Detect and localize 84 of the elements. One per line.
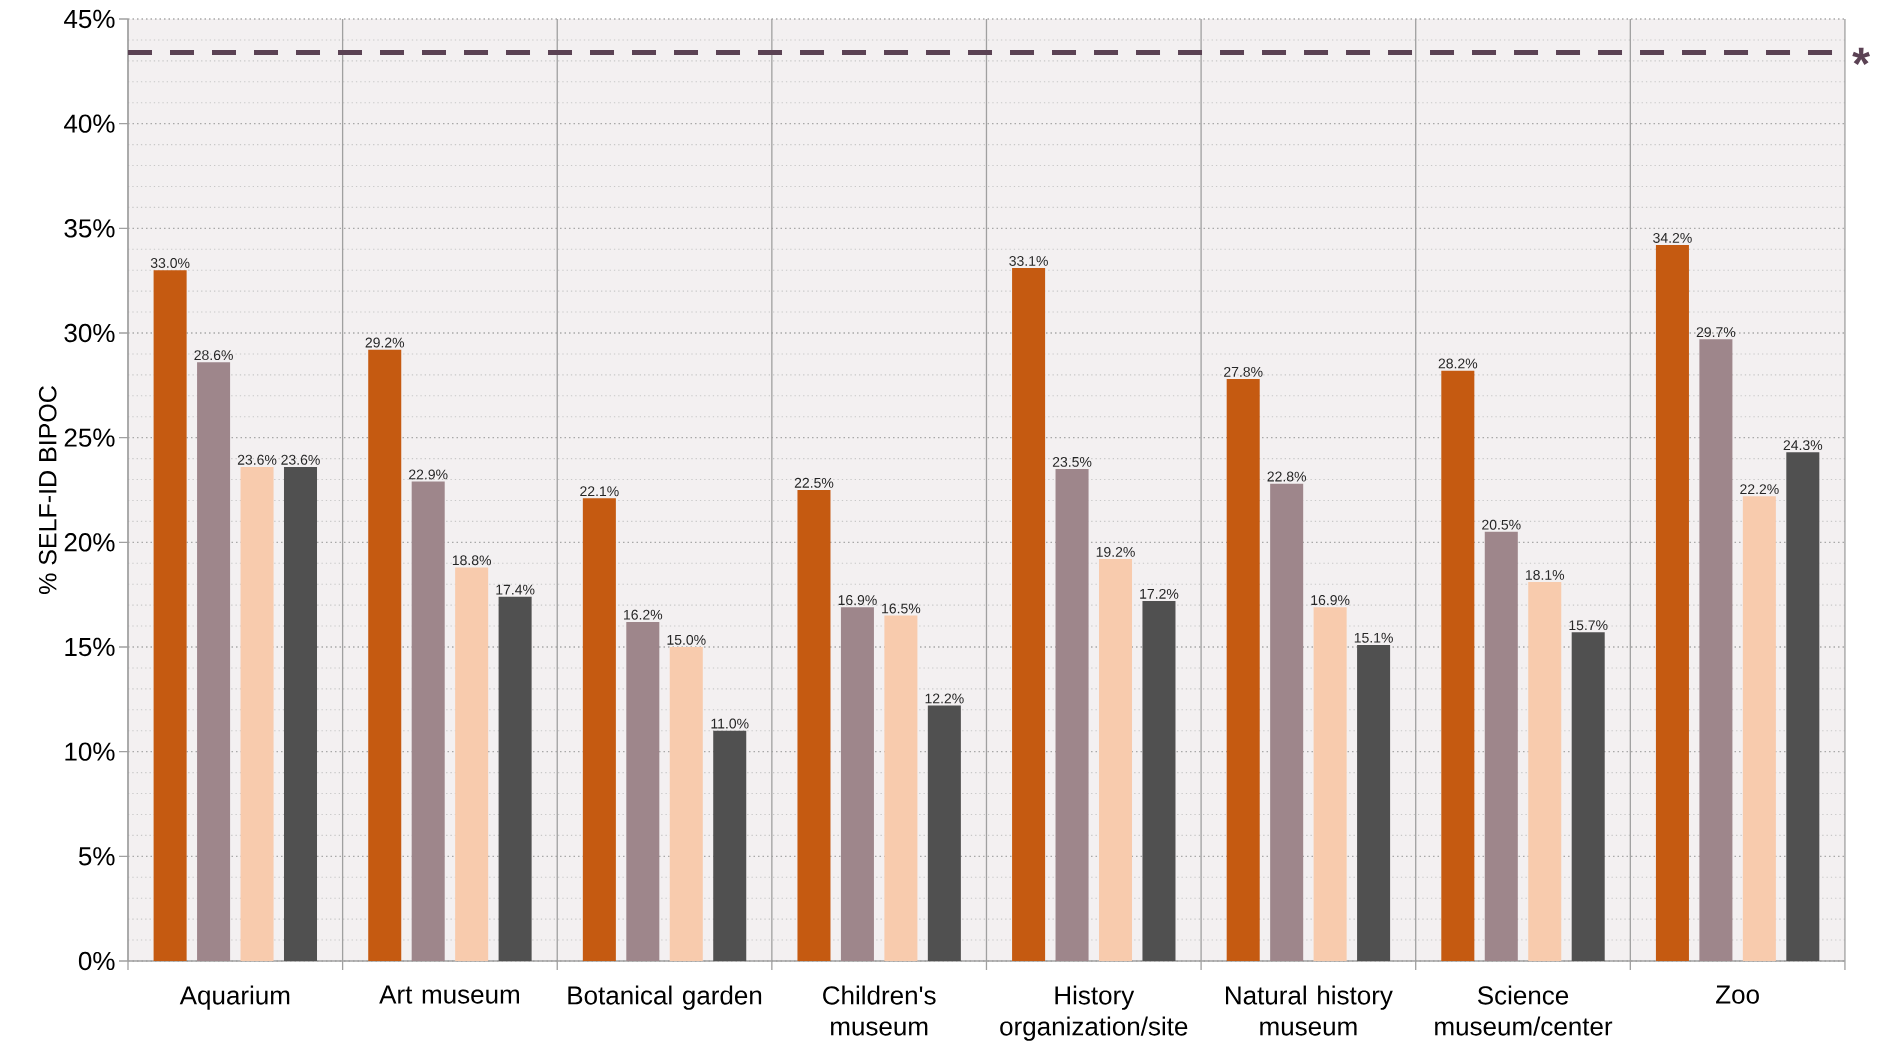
data-label: 22.8% bbox=[1267, 471, 1307, 482]
data-label: 16.2% bbox=[624, 609, 663, 620]
x-tick-label: Botanical garden bbox=[568, 985, 762, 1010]
bar bbox=[1142, 600, 1176, 961]
data-label: 23.6% bbox=[281, 454, 320, 465]
data-label: 12.2% bbox=[925, 693, 964, 704]
bar bbox=[1484, 531, 1518, 961]
data-label: 22.1% bbox=[580, 486, 619, 497]
data-label: 16.9% bbox=[838, 595, 877, 606]
bar bbox=[1528, 582, 1562, 961]
data-label: 29.2% bbox=[365, 337, 405, 348]
data-label: 33.1% bbox=[1009, 255, 1048, 266]
x-tick-label: History organization/site bbox=[1000, 985, 1188, 1041]
data-label: 15.7% bbox=[1569, 620, 1608, 631]
y-tick-label: 35% bbox=[64, 219, 115, 238]
bar bbox=[411, 481, 445, 961]
bar bbox=[1226, 379, 1260, 961]
y-tick-label: 45% bbox=[64, 9, 115, 29]
y-tick-label: 10% bbox=[65, 742, 115, 761]
bar bbox=[283, 466, 318, 961]
data-label: 22.5% bbox=[794, 477, 834, 488]
bar bbox=[669, 647, 703, 961]
data-label: 33.0% bbox=[150, 258, 190, 268]
x-tick-label: Science museum/center bbox=[1435, 985, 1613, 1036]
ref-line-label: * bbox=[1852, 47, 1871, 65]
bar bbox=[1270, 483, 1304, 961]
data-label: 34.2% bbox=[1653, 232, 1692, 243]
bar bbox=[797, 490, 831, 961]
y-tick-label: 5% bbox=[78, 847, 115, 866]
data-label: 23.5% bbox=[1052, 456, 1092, 467]
x-tick-label: Children's museum bbox=[823, 985, 936, 1036]
bar bbox=[498, 596, 532, 961]
data-label: 28.2% bbox=[1438, 358, 1478, 369]
bar bbox=[626, 621, 660, 961]
bar bbox=[1313, 607, 1347, 961]
bar bbox=[153, 270, 187, 961]
data-label: 16.9% bbox=[1311, 595, 1350, 606]
x-tick-label: Natural history museum bbox=[1226, 985, 1393, 1036]
data-label: 22.2% bbox=[1740, 484, 1779, 495]
x-tick-label: Art museum bbox=[379, 985, 519, 1004]
x-tick-label: Zoo bbox=[1716, 985, 1759, 1004]
x-tick-label: Aquarium bbox=[179, 985, 290, 1010]
data-label: 17.2% bbox=[1140, 588, 1179, 599]
y-tick-label: 40% bbox=[64, 114, 115, 133]
data-label: 20.5% bbox=[1482, 519, 1521, 530]
bar bbox=[1786, 452, 1820, 961]
data-label: 17.4% bbox=[496, 584, 535, 595]
data-label: 28.6% bbox=[194, 350, 233, 361]
bar bbox=[368, 349, 402, 961]
data-label: 16.5% bbox=[882, 603, 921, 614]
bar bbox=[1699, 339, 1733, 961]
data-label: 23.6% bbox=[237, 454, 277, 465]
bar bbox=[1742, 496, 1776, 961]
data-label: 27.8% bbox=[1224, 366, 1263, 377]
data-label: 18.8% bbox=[452, 555, 491, 566]
bar bbox=[713, 730, 747, 961]
data-label: 15.0% bbox=[667, 634, 706, 645]
data-label: 15.1% bbox=[1354, 632, 1393, 643]
bar bbox=[1655, 245, 1689, 961]
data-label: 29.7% bbox=[1696, 327, 1736, 338]
y-tick-label: 0% bbox=[78, 951, 115, 971]
bar bbox=[197, 362, 231, 961]
bar bbox=[1099, 559, 1133, 961]
y-axis-title: % SELF-ID BIPOC bbox=[38, 386, 57, 594]
bar bbox=[455, 567, 489, 961]
y-tick-label: 25% bbox=[64, 428, 115, 447]
y-tick-label: 20% bbox=[64, 533, 115, 552]
bar bbox=[1055, 469, 1089, 961]
bar bbox=[240, 466, 274, 961]
bar bbox=[927, 705, 961, 961]
data-label: 18.1% bbox=[1525, 569, 1565, 580]
bar bbox=[1012, 268, 1046, 961]
data-label: 22.9% bbox=[409, 469, 448, 480]
bar bbox=[884, 615, 918, 961]
data-label: 11.0% bbox=[711, 718, 749, 729]
bar bbox=[582, 498, 616, 961]
bar bbox=[1441, 370, 1475, 961]
bar bbox=[1357, 644, 1391, 961]
data-label: 24.3% bbox=[1783, 440, 1823, 451]
data-label: 19.2% bbox=[1096, 546, 1135, 557]
bar bbox=[840, 607, 874, 961]
y-tick-label: 15% bbox=[65, 637, 115, 657]
y-tick-label: 30% bbox=[64, 323, 115, 343]
bar bbox=[1571, 632, 1605, 961]
